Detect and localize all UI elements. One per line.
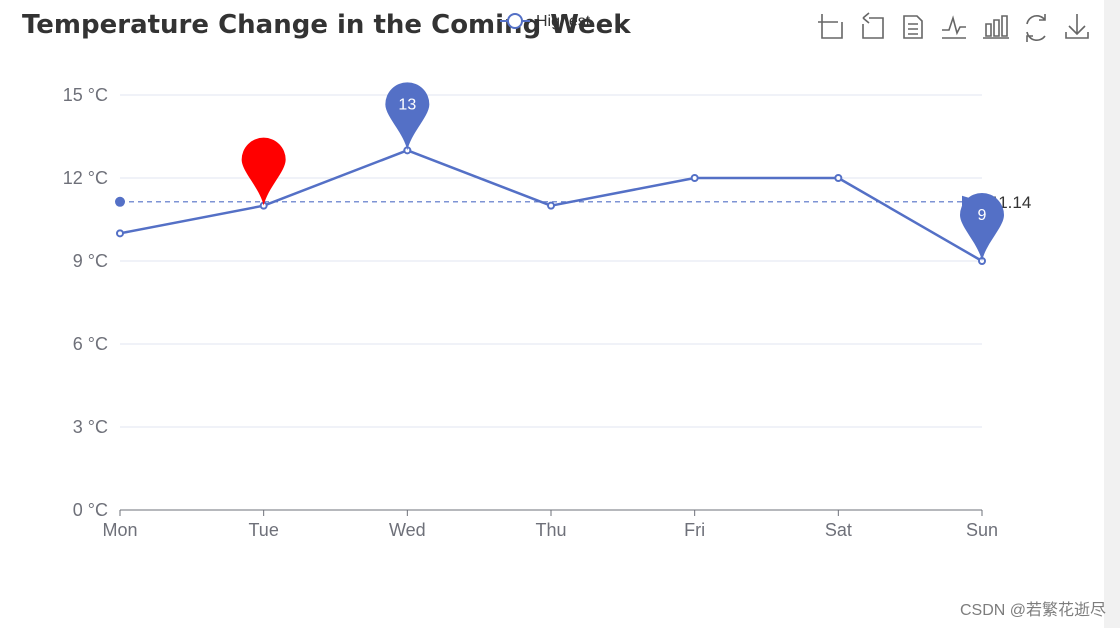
data-point[interactable] xyxy=(834,174,843,182)
data-point[interactable] xyxy=(116,229,124,238)
data-point[interactable] xyxy=(690,174,699,182)
average-line-start-marker xyxy=(115,196,125,207)
mark-points: 13 9 xyxy=(241,82,1004,261)
legend-label: Highest xyxy=(536,13,591,30)
bar-chart-icon[interactable] xyxy=(980,10,1010,42)
mark-point-pin[interactable] xyxy=(960,193,1004,261)
toolbox xyxy=(816,10,1092,42)
restore-icon[interactable] xyxy=(1021,10,1051,42)
data-point[interactable] xyxy=(547,201,555,210)
mark-point-label: 9 xyxy=(978,207,987,224)
x-tick-label: Wed xyxy=(389,520,426,540)
download-icon[interactable] xyxy=(1062,10,1092,42)
x-tick-label: Tue xyxy=(248,520,278,540)
x-tick-label: Thu xyxy=(535,520,566,540)
data-view-icon[interactable] xyxy=(898,10,928,42)
mark-point-pin[interactable] xyxy=(385,82,430,151)
x-tick-label: Sat xyxy=(825,520,852,540)
x-tick-label: Fri xyxy=(684,520,705,540)
y-tick-label: 0 °C xyxy=(73,500,108,520)
axes: 0 °C 3 °C 6 °C 9 °C 12 °C 15 °C Mon Tue Wed Thu Fr… xyxy=(63,85,998,540)
scrollbar-track[interactable] xyxy=(1104,0,1120,628)
zoom-icon[interactable] xyxy=(816,10,846,42)
y-tick-label: 15 °C xyxy=(63,85,108,105)
grid-lines xyxy=(120,94,982,428)
y-tick-label: 3 °C xyxy=(73,417,108,437)
line-chart-icon[interactable] xyxy=(939,10,969,42)
y-tick-label: 12 °C xyxy=(63,168,108,188)
mark-point-label: 13 xyxy=(398,96,416,113)
legend[interactable]: Highest xyxy=(500,13,591,30)
x-tick-label: Sun xyxy=(966,520,998,540)
legend-marker-icon xyxy=(507,13,523,29)
zoom-reset-icon[interactable] xyxy=(857,10,887,42)
mark-point-pin[interactable] xyxy=(241,137,286,206)
x-tick-label: Mon xyxy=(102,520,137,540)
y-tick-label: 6 °C xyxy=(73,334,108,354)
watermark: CSDN @若繁花逝尽 xyxy=(959,602,1106,619)
y-tick-label: 9 °C xyxy=(73,251,108,271)
chart-title: Temperature Change in the Coming Week xyxy=(22,10,631,40)
